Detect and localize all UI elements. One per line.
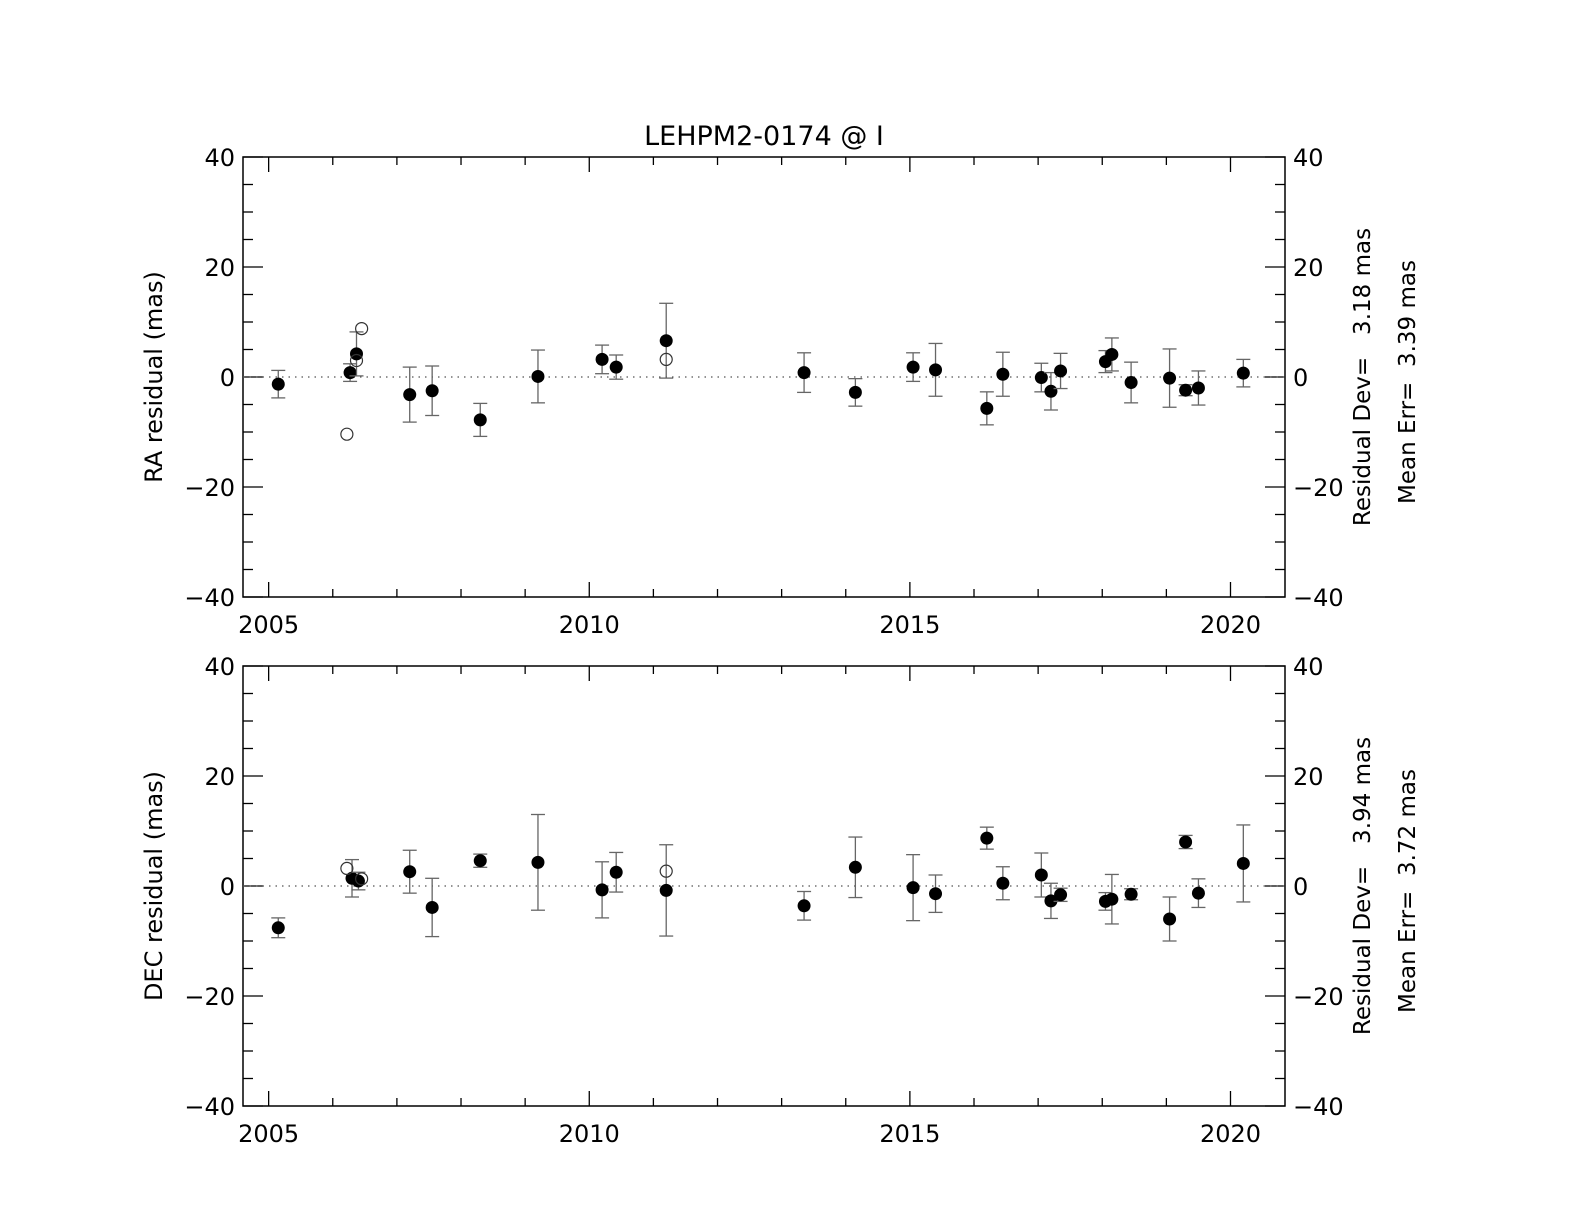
data-point-filled xyxy=(473,413,487,427)
y-tick-label-left-20: 20 xyxy=(204,763,235,791)
residual-dev-annotation: Residual Dev= 3.94 mas xyxy=(1350,737,1376,1035)
data-point-filled xyxy=(1105,892,1119,906)
data-point-filled xyxy=(996,876,1010,890)
x-tick-label-2005: 2005 xyxy=(238,1120,299,1148)
y-tick-label-left-40: 40 xyxy=(204,144,235,172)
data-points xyxy=(271,813,1251,942)
y-tick-label-right-40: 40 xyxy=(1293,144,1324,172)
data-point-filled xyxy=(996,367,1010,381)
data-point-filled xyxy=(531,369,545,383)
data-point-filled xyxy=(929,363,943,377)
y-tick-label-left-minus20: −20 xyxy=(184,983,235,1011)
y-tick-label-right-minus20: −20 xyxy=(1293,474,1344,502)
data-point-filled xyxy=(980,401,994,415)
data-point-filled xyxy=(1044,894,1058,908)
y-tick-label-right-20: 20 xyxy=(1293,254,1324,282)
data-point-filled xyxy=(1163,912,1177,926)
data-point-open xyxy=(659,352,673,366)
y-axis-label: RA residual (mas) xyxy=(140,271,168,483)
y-tick-label-left-minus20: −20 xyxy=(184,474,235,502)
x-tick-label-2015: 2015 xyxy=(879,611,940,639)
data-point-filled xyxy=(1191,381,1205,395)
y-tick-label-right-0: 0 xyxy=(1293,873,1308,901)
data-point-filled xyxy=(1191,886,1205,900)
y-tick-label-left-minus40: −40 xyxy=(184,1093,235,1121)
data-point-filled xyxy=(271,921,285,935)
x-tick-label-2020: 2020 xyxy=(1200,1120,1261,1148)
data-point-filled xyxy=(1236,366,1250,380)
x-tick-label-2010: 2010 xyxy=(559,1120,620,1148)
data-point-filled xyxy=(1034,868,1048,882)
x-tick-label-2005: 2005 xyxy=(238,611,299,639)
data-point-filled xyxy=(1179,835,1193,849)
x-tick-label-2020: 2020 xyxy=(1200,611,1261,639)
data-point-filled xyxy=(980,831,994,845)
data-point-filled xyxy=(848,860,862,874)
data-point-filled xyxy=(1054,888,1068,902)
data-point-filled xyxy=(1124,887,1138,901)
data-point-filled xyxy=(848,385,862,399)
data-point-filled xyxy=(929,887,943,901)
data-point-filled xyxy=(595,883,609,897)
data-point-open xyxy=(340,427,354,441)
y-axis-label: DEC residual (mas) xyxy=(140,771,168,1001)
data-point-filled xyxy=(349,347,363,361)
y-tick-label-left-minus40: −40 xyxy=(184,584,235,612)
data-point-filled xyxy=(906,360,920,374)
data-point-filled xyxy=(797,366,811,380)
data-point-filled xyxy=(351,874,365,888)
data-point-filled xyxy=(271,377,285,391)
data-point-filled xyxy=(595,352,609,366)
y-tick-label-right-0: 0 xyxy=(1293,364,1308,392)
data-point-filled xyxy=(1044,384,1058,398)
data-point-filled xyxy=(531,855,545,869)
ra-residual-panel: 2005 2010 2015 2020 40 20 0 −20 −40 40 2… xyxy=(140,144,1421,639)
data-point-open xyxy=(349,353,364,368)
y-tick-label-right-minus40: −40 xyxy=(1293,1093,1344,1121)
data-point-open xyxy=(659,864,673,878)
data-point-filled xyxy=(1124,376,1138,389)
axis-ticks xyxy=(243,156,1285,598)
data-point-filled xyxy=(1054,364,1068,378)
y-tick-label-right-40: 40 xyxy=(1293,653,1324,681)
data-point-filled xyxy=(797,899,811,913)
y-tick-label-right-20: 20 xyxy=(1293,763,1324,791)
data-point-filled xyxy=(609,360,623,374)
data-point-open xyxy=(355,872,369,886)
data-point-filled xyxy=(1179,383,1193,397)
x-tick-label-2015: 2015 xyxy=(879,1120,940,1148)
data-point-filled xyxy=(403,388,417,402)
data-point-filled xyxy=(906,881,920,895)
data-point-filled xyxy=(343,366,357,380)
data-point-filled xyxy=(1034,371,1048,385)
y-tick-label-right-minus40: −40 xyxy=(1293,584,1344,612)
dec-residual-panel: 2005 2010 2015 2020 40 20 0 −20 −40 40 2… xyxy=(140,653,1421,1148)
residual-dev-annotation: Residual Dev= 3.18 mas xyxy=(1350,228,1376,526)
data-point-filled xyxy=(1236,856,1250,870)
data-point-filled xyxy=(609,865,623,879)
data-points xyxy=(271,302,1251,441)
data-point-filled xyxy=(659,334,673,348)
x-tick-label-2010: 2010 xyxy=(559,611,620,639)
data-point-filled xyxy=(403,865,417,879)
y-tick-label-right-minus20: −20 xyxy=(1293,983,1344,1011)
y-tick-label-left-0: 0 xyxy=(220,364,235,392)
data-point-filled xyxy=(425,384,439,398)
data-point-open xyxy=(355,322,369,336)
figure-title: LEHPM2-0174 @ I xyxy=(644,121,884,152)
axis-ticks xyxy=(243,665,1285,1107)
mean-err-annotation: Mean Err= 3.39 mas xyxy=(1395,260,1421,504)
data-point-filled xyxy=(1163,371,1177,385)
data-point-open xyxy=(340,861,354,876)
data-point-filled xyxy=(425,900,439,914)
data-point-filled xyxy=(1105,347,1119,361)
mean-err-annotation: Mean Err= 3.72 mas xyxy=(1395,769,1421,1013)
data-point-filled xyxy=(659,883,673,897)
y-tick-label-left-20: 20 xyxy=(204,254,235,282)
data-point-filled xyxy=(473,854,487,868)
y-tick-label-left-0: 0 xyxy=(220,873,235,901)
y-tick-label-left-40: 40 xyxy=(204,653,235,681)
